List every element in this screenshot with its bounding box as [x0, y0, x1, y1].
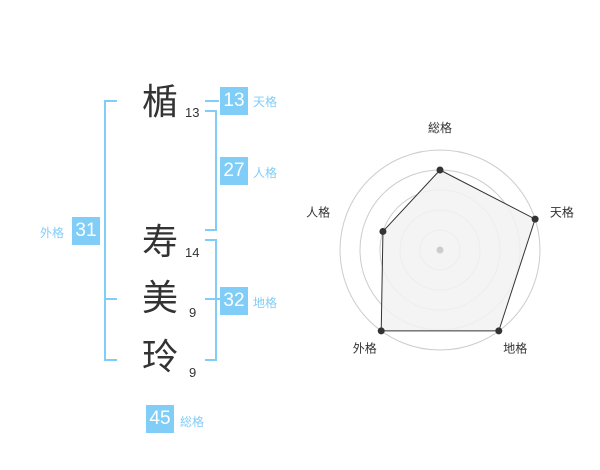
bracket-tick [104, 100, 117, 102]
radar-center [436, 246, 444, 254]
stroke-count-1: 13 [185, 105, 200, 120]
name-char-4: 玲 [141, 337, 178, 378]
bracket-tick [205, 239, 217, 241]
name-char-3: 美 [141, 278, 178, 319]
radar-axis-label: 外格 [353, 341, 377, 356]
jinkaku-value: 27 [220, 157, 248, 185]
bracket-tick [104, 359, 117, 361]
jinkaku-label: 人格 [253, 166, 278, 180]
gaikaku-value: 31 [72, 217, 100, 245]
chikaku-label: 地格 [253, 296, 278, 310]
radar-point [495, 327, 503, 335]
bracket-tick [205, 298, 220, 300]
name-char-2: 寿 [141, 222, 178, 263]
tenkaku-value: 13 [220, 87, 248, 115]
sokaku-label: 総格 [180, 415, 205, 429]
stroke-count-4: 9 [189, 365, 197, 380]
stroke-count-2: 14 [185, 245, 200, 260]
radar-axis-label: 地格 [503, 341, 527, 356]
gaikaku-bracket [104, 100, 106, 360]
radar-ring [339, 149, 541, 351]
radar-point [377, 327, 385, 335]
radar-axis-label: 人格 [306, 204, 330, 219]
radar-point [379, 227, 387, 235]
chikaku-bracket [215, 239, 217, 361]
radar-axis-label: 総格 [428, 120, 452, 135]
bracket-tick [205, 110, 217, 112]
bracket-tick [205, 229, 217, 231]
radar-polygon [380, 169, 536, 332]
name-char-1: 楯 [141, 82, 178, 123]
radar-point [531, 215, 539, 223]
radar-point [436, 166, 444, 174]
stroke-count-3: 9 [189, 305, 197, 320]
tenkaku-connector [205, 100, 219, 102]
chikaku-value: 32 [220, 287, 248, 315]
sokaku-value: 45 [146, 405, 174, 433]
tenkaku-label: 天格 [253, 95, 278, 109]
jinkaku-bracket [215, 110, 217, 231]
gaikaku-label: 外格 [40, 226, 65, 240]
bracket-tick [205, 359, 217, 361]
bracket-tick [104, 298, 117, 300]
radar-axis-label: 天格 [550, 204, 574, 219]
